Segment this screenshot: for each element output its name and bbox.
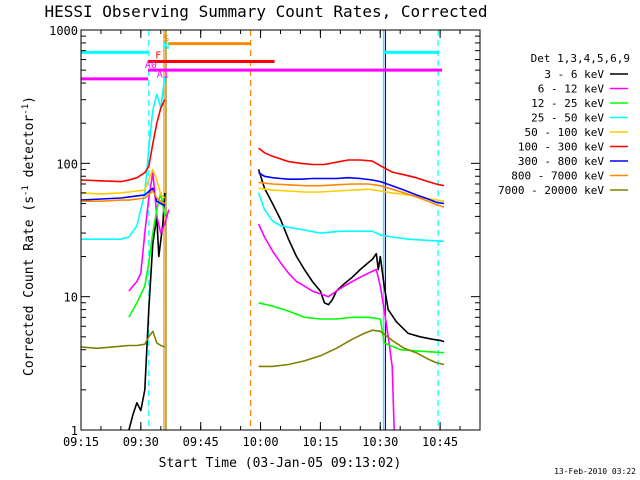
chart-title: HESSI Observing Summary Count Rates, Cor… bbox=[44, 2, 487, 21]
series-100-300-kev bbox=[81, 99, 445, 187]
x-axis-label: Start Time (03-Jan-05 09:13:02) bbox=[159, 456, 402, 471]
x-tick-label: 09:15 bbox=[63, 435, 99, 449]
y-axis-label-mid: detector bbox=[22, 115, 37, 186]
y-axis-label-main: Corrected Count Rate (s bbox=[22, 196, 37, 376]
legend-label-300-800-kev: 300 - 800 keV bbox=[518, 155, 604, 168]
series-50-100-kev-segment-0 bbox=[81, 168, 166, 199]
legend-label-3-6-kev: 3 - 6 keV bbox=[544, 68, 604, 81]
series-25-50-kev-segment-0 bbox=[81, 76, 166, 240]
series-100-300-kev-segment-1 bbox=[258, 147, 445, 187]
plot-frame bbox=[80, 29, 481, 431]
legend-label-800-7000-kev: 800 - 7000 keV bbox=[511, 170, 604, 183]
flag-label-a0: A0 bbox=[145, 60, 157, 71]
footer-date: 13-Feb-2010 03:22 bbox=[554, 467, 636, 476]
series-3-6-kev-segment-1 bbox=[257, 169, 445, 343]
legend-label-50-100-kev: 50 - 100 keV bbox=[525, 126, 605, 139]
series-25-50-kev bbox=[81, 76, 445, 243]
series-12-25-kev-segment-0 bbox=[128, 192, 166, 318]
series-25-50-kev-segment-1 bbox=[257, 192, 445, 243]
series-6-12-kev-segment-0 bbox=[128, 171, 170, 292]
x-tick-label: 09:45 bbox=[183, 435, 219, 449]
legend-label-25-50-kev: 25 - 50 keV bbox=[531, 112, 604, 125]
series-3-6-kev-segment-0 bbox=[128, 192, 166, 430]
legend-title: Det 1,3,4,5,6,9 bbox=[531, 52, 630, 65]
y-tick-label: 100 bbox=[56, 157, 78, 171]
y-axis-label-sup1: -1 bbox=[21, 185, 31, 196]
legend-label-12-25-kev: 12 - 25 keV bbox=[531, 97, 604, 110]
series-300-800-kev bbox=[81, 172, 445, 207]
x-tick-label: 10:45 bbox=[422, 435, 458, 449]
series-3-6-kev bbox=[128, 169, 445, 430]
legend-label-7000-20000-kev: 7000 - 20000 keV bbox=[498, 184, 604, 197]
y-axis-label: Corrected Count Rate (s-1 detector-1) bbox=[21, 96, 37, 376]
y-axis-label-end: ) bbox=[22, 96, 37, 104]
flag-label-f: F bbox=[155, 51, 161, 62]
flag-label-n: N bbox=[163, 41, 169, 52]
series-100-300-kev-segment-0 bbox=[81, 99, 166, 183]
legend-label-100-300-kev: 100 - 300 keV bbox=[518, 141, 604, 154]
y-tick-label: 1 bbox=[71, 424, 78, 438]
x-tick-label: 10:30 bbox=[362, 435, 398, 449]
series-6-12-kev-segment-1 bbox=[257, 223, 395, 430]
series-800-7000-kev bbox=[81, 181, 445, 208]
series-12-25-kev bbox=[128, 192, 445, 354]
series-300-800-kev-segment-1 bbox=[258, 172, 445, 205]
legend-label-6-12-kev: 6 - 12 keV bbox=[538, 83, 605, 96]
flag-label-s: S bbox=[163, 33, 169, 44]
svg-text:Corrected Count Rate (s-1 dete: Corrected Count Rate (s-1 detector-1) bbox=[21, 96, 37, 376]
series-7000-20000-kev-segment-0 bbox=[81, 330, 166, 350]
flag-label-a1: A1 bbox=[157, 70, 169, 81]
y-tick-label: 1000 bbox=[49, 24, 78, 38]
series-800-7000-kev-segment-1 bbox=[258, 181, 445, 208]
series-7000-20000-kev bbox=[81, 329, 445, 368]
x-tick-label: 09:30 bbox=[123, 435, 159, 449]
x-tick-label: 10:15 bbox=[302, 435, 338, 449]
series-800-7000-kev-segment-0 bbox=[81, 190, 166, 205]
y-axis-label-sup2: -1 bbox=[21, 104, 31, 115]
series-300-800-kev-segment-0 bbox=[81, 187, 166, 207]
series-7000-20000-kev-segment-1 bbox=[258, 329, 445, 368]
x-tick-label: 10:00 bbox=[242, 435, 278, 449]
series-6-12-kev bbox=[128, 171, 395, 430]
y-tick-label: 10 bbox=[64, 291, 78, 305]
series-12-25-kev-segment-1 bbox=[258, 302, 445, 354]
